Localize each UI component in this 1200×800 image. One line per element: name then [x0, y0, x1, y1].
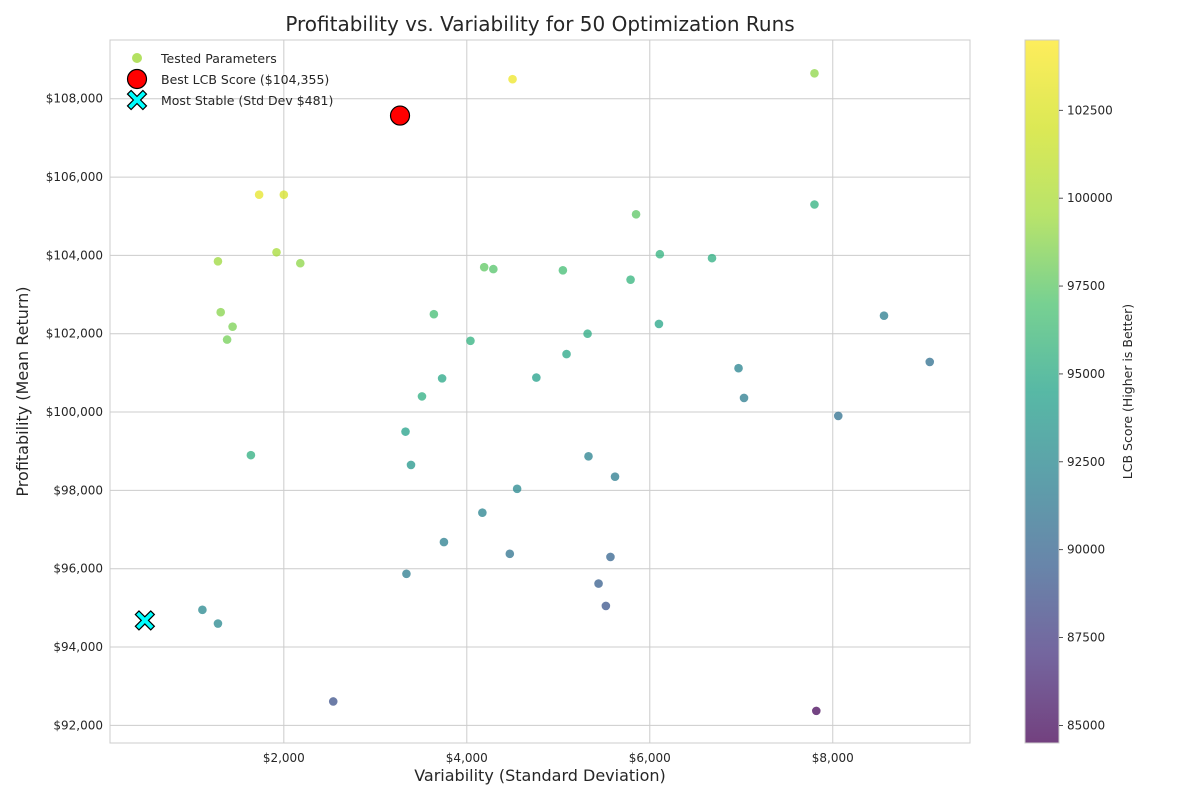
data-point: [439, 537, 449, 547]
colorbar-tick-label: 100000: [1067, 191, 1113, 205]
y-tick-label: $104,000: [46, 248, 103, 262]
data-point: [558, 265, 568, 275]
data-point: [213, 256, 223, 266]
grid: [110, 40, 970, 743]
colorbar-tick-label: 102500: [1067, 103, 1113, 117]
x-axis-title: Variability (Standard Deviation): [414, 766, 666, 785]
colorbar-tick-label: 97500: [1067, 279, 1105, 293]
most-stable-marker: [134, 610, 156, 631]
data-point: [925, 357, 935, 367]
plot-area-frame: [109, 39, 971, 744]
x-tick-label: $4,000: [446, 751, 488, 765]
axis-ticks: $2,000 $4,000 $6,000 $8,000 $92,000 $94,000 $9…: [46, 92, 854, 765]
legend-label: Most Stable (Std Dev $481): [161, 93, 333, 108]
data-point: [198, 605, 207, 615]
data-point: [833, 411, 843, 421]
x-tick-label: $2,000: [263, 751, 305, 765]
data-point: [532, 373, 541, 382]
data-point: [272, 247, 281, 257]
colorbar-tick-label: 90000: [1067, 543, 1105, 557]
data-point: [437, 374, 447, 383]
data-point: [610, 472, 620, 481]
y-tick-label: $96,000: [53, 562, 103, 576]
colorbar-tick-label: 95000: [1067, 367, 1105, 381]
y-tick-label: $94,000: [53, 640, 103, 654]
data-point: [479, 262, 489, 272]
data-point: [879, 311, 889, 321]
data-point: [810, 200, 819, 209]
data-point: [406, 460, 416, 470]
colorbar-title: LCB Score (Higher is Better): [1120, 304, 1135, 479]
legend-marker-best: [126, 68, 148, 90]
data-point: [401, 427, 410, 436]
y-tick-label: $98,000: [53, 483, 103, 497]
y-tick-label: $100,000: [46, 405, 103, 419]
y-axis-title: Profitability (Mean Return): [13, 286, 32, 496]
data-point: [584, 452, 593, 461]
data-point: [707, 253, 717, 263]
data-point: [328, 697, 338, 706]
x-tick-label: $6,000: [629, 751, 671, 765]
data-point: [654, 319, 664, 329]
colorbar-tick-label: 92500: [1067, 455, 1105, 469]
data-point: [606, 552, 615, 562]
data-point: [512, 484, 522, 494]
data-point: [279, 190, 289, 199]
x-tick-label: $8,000: [812, 751, 854, 765]
data-point: [295, 258, 305, 268]
data-point: [583, 329, 592, 339]
chart-title: Profitability vs. Variability for 50 Opt…: [285, 12, 794, 36]
legend-label: Best LCB Score ($104,355): [161, 72, 329, 87]
data-point: [429, 309, 439, 319]
legend-marker-stable: [126, 89, 148, 111]
data-point: [734, 363, 743, 373]
data-point: [810, 68, 819, 78]
data-point: [254, 190, 264, 199]
data-point: [594, 579, 603, 588]
y-tick-label: $106,000: [46, 170, 103, 184]
data-point: [562, 349, 571, 359]
data-points: [198, 68, 935, 716]
colorbar-gradient: [1025, 40, 1059, 743]
colorbar: 85000 87500 90000 92500 95000 97500 100000 1025…: [1024, 39, 1135, 744]
data-point: [478, 508, 487, 518]
data-point: [508, 74, 517, 84]
legend: Tested Parameters Best LCB Score ($104,35…: [126, 51, 333, 111]
data-point: [216, 307, 226, 317]
colorbar-tick-label: 87500: [1067, 631, 1105, 645]
data-point: [626, 275, 635, 284]
data-point: [246, 450, 256, 460]
data-point: [213, 619, 223, 628]
data-point: [466, 336, 475, 346]
highlight-markers: [134, 105, 411, 631]
data-point: [489, 264, 498, 274]
data-point: [222, 335, 232, 344]
data-point: [402, 569, 411, 579]
legend-label: Tested Parameters: [160, 51, 277, 66]
data-point: [631, 209, 641, 219]
colorbar-tick-label: 85000: [1067, 718, 1105, 732]
data-point: [505, 549, 515, 559]
data-point: [601, 601, 611, 611]
legend-marker-tested: [132, 53, 142, 63]
y-tick-label: $102,000: [46, 327, 103, 341]
y-tick-label: $92,000: [53, 718, 103, 732]
colorbar-frame: [1024, 39, 1060, 744]
data-point: [228, 322, 237, 331]
y-tick-label: $108,000: [46, 92, 103, 106]
best-lcb-marker: [389, 105, 411, 126]
data-point: [417, 392, 427, 401]
data-point: [739, 393, 749, 403]
data-point: [655, 249, 665, 259]
data-point: [811, 706, 821, 716]
